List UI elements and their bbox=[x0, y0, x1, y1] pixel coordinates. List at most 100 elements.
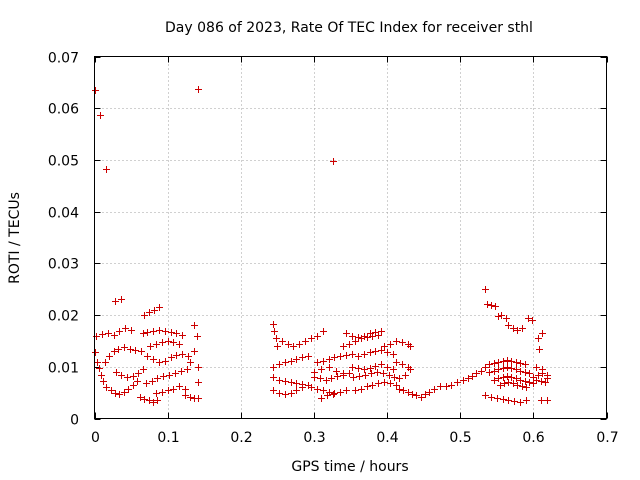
data-point bbox=[320, 328, 327, 335]
data-point bbox=[150, 328, 157, 335]
data-point bbox=[513, 375, 520, 382]
data-point bbox=[352, 338, 359, 345]
x-tick-label: 0.6 bbox=[522, 430, 544, 446]
data-point bbox=[482, 286, 489, 293]
data-point bbox=[349, 351, 356, 358]
data-point bbox=[362, 372, 369, 379]
data-point bbox=[500, 374, 507, 381]
data-point bbox=[538, 397, 545, 404]
data-point bbox=[270, 387, 277, 394]
data-point bbox=[539, 330, 546, 337]
data-point bbox=[111, 348, 118, 355]
data-point bbox=[393, 382, 400, 389]
data-point bbox=[326, 356, 333, 363]
data-point bbox=[504, 357, 511, 364]
data-point bbox=[156, 304, 163, 311]
data-point bbox=[150, 356, 157, 363]
data-point bbox=[522, 378, 529, 385]
data-point bbox=[523, 397, 530, 404]
data-point bbox=[372, 329, 379, 336]
data-point bbox=[523, 384, 530, 391]
data-point bbox=[159, 389, 166, 396]
data-point bbox=[544, 397, 551, 404]
data-point bbox=[143, 380, 150, 387]
data-point bbox=[431, 386, 438, 393]
y-tick-label: 0.06 bbox=[48, 102, 79, 118]
data-point bbox=[346, 370, 353, 377]
data-point bbox=[184, 366, 191, 373]
data-point bbox=[140, 366, 147, 373]
data-point bbox=[505, 379, 512, 386]
data-point bbox=[111, 332, 118, 339]
data-point bbox=[330, 391, 337, 398]
data-point bbox=[349, 364, 356, 371]
data-point bbox=[151, 307, 158, 314]
data-point bbox=[513, 366, 520, 373]
data-point bbox=[355, 334, 362, 341]
data-point bbox=[170, 386, 177, 393]
data-point bbox=[510, 380, 517, 387]
data-point bbox=[318, 366, 325, 373]
data-point bbox=[504, 373, 511, 380]
x-tick-label: 0.2 bbox=[230, 430, 252, 446]
data-point bbox=[128, 327, 135, 334]
data-point bbox=[522, 361, 529, 368]
x-tick-label: 0.4 bbox=[376, 430, 398, 446]
data-point bbox=[290, 343, 297, 350]
data-point bbox=[495, 375, 502, 382]
data-point bbox=[308, 384, 315, 391]
data-point bbox=[533, 377, 540, 384]
data-point bbox=[492, 303, 499, 310]
data-point bbox=[195, 395, 202, 402]
data-point bbox=[293, 356, 300, 363]
data-point bbox=[98, 372, 105, 379]
data-point bbox=[473, 370, 480, 377]
data-point bbox=[299, 384, 306, 391]
data-point bbox=[195, 379, 202, 386]
data-point bbox=[491, 368, 498, 375]
y-tick-label: 0 bbox=[70, 413, 79, 429]
x-axis-label: GPS time / hours bbox=[291, 459, 408, 475]
data-point bbox=[99, 331, 106, 338]
data-point bbox=[330, 158, 337, 165]
data-point bbox=[486, 369, 493, 376]
data-point bbox=[162, 358, 169, 365]
data-point bbox=[285, 341, 292, 348]
data-point bbox=[364, 383, 371, 390]
data-point bbox=[194, 333, 201, 340]
data-point bbox=[381, 379, 388, 386]
data-point bbox=[381, 343, 388, 350]
data-point bbox=[124, 374, 131, 381]
data-point bbox=[418, 394, 425, 401]
data-point bbox=[179, 332, 186, 339]
data-point bbox=[390, 366, 397, 373]
data-point bbox=[195, 364, 202, 371]
data-point bbox=[402, 372, 409, 379]
data-point bbox=[505, 322, 512, 329]
data-point bbox=[508, 358, 515, 365]
data-point bbox=[478, 368, 485, 375]
data-point bbox=[173, 330, 180, 337]
data-point bbox=[141, 396, 148, 403]
y-tick-label: 0.03 bbox=[48, 257, 79, 273]
data-point bbox=[542, 379, 549, 386]
data-point bbox=[505, 397, 512, 404]
data-point bbox=[405, 389, 412, 396]
data-point bbox=[495, 366, 502, 373]
data-point bbox=[141, 312, 148, 319]
data-point bbox=[140, 330, 147, 337]
data-point bbox=[495, 313, 502, 320]
data-point bbox=[343, 352, 350, 359]
data-point bbox=[500, 365, 507, 372]
data-point bbox=[361, 351, 368, 358]
data-point bbox=[535, 335, 542, 342]
data-point bbox=[517, 360, 524, 367]
data-point bbox=[443, 383, 450, 390]
data-point bbox=[166, 372, 173, 379]
data-point bbox=[182, 392, 189, 399]
data-point bbox=[270, 364, 277, 371]
data-point bbox=[367, 365, 374, 372]
data-point bbox=[121, 389, 128, 396]
data-point bbox=[115, 346, 122, 353]
data-points bbox=[92, 86, 551, 406]
